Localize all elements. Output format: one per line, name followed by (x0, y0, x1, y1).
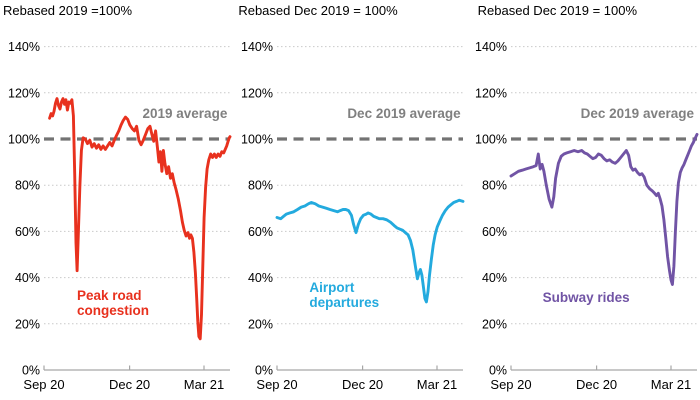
x-tick-label: Mar 21 (650, 377, 690, 392)
x-tick-label: Dec 20 (109, 377, 150, 392)
y-tick-label: 140% (475, 40, 507, 54)
series-label-line: Peak road (77, 288, 142, 303)
line-chart: Rebased Dec 2019 = 100% 0% 20% 40% 60% 80% 10… (467, 0, 700, 400)
y-tick-label: 40% (482, 271, 507, 285)
x-tick-label: Sep 20 (490, 377, 531, 392)
series-label-line: Airport (309, 280, 355, 295)
y-tick-label: 80% (482, 179, 507, 193)
x-tick-label: Sep 20 (257, 377, 298, 392)
y-tick-label: 60% (482, 225, 507, 239)
x-tick-label: Dec 20 (576, 377, 617, 392)
y-tick-label: 100% (241, 133, 273, 147)
line-chart: Rebased Dec 2019 = 100% 0% 20% 40% 60% 80% 10… (233, 0, 466, 400)
y-tick-label: 140% (241, 40, 273, 54)
y-tick-label: 80% (248, 179, 273, 193)
chart-plot: 0% 20% 40% 60% 80% 100% 120% 140% Sep 20 Dec 20 Ma… (241, 40, 465, 392)
y-tick-label: 20% (15, 317, 40, 331)
x-tick-label: Dec 20 (342, 377, 383, 392)
y-tick-label: 140% (8, 40, 40, 54)
average-annotation: Dec 2019 average (347, 106, 461, 121)
series-line (275, 198, 465, 304)
y-tick-label: 40% (248, 271, 273, 285)
x-tick-label: Mar 21 (184, 377, 224, 392)
chart-title: Rebased Dec 2019 = 100% (477, 3, 638, 18)
series-line (509, 132, 699, 286)
chart-plot: 0% 20% 40% 60% 80% 100% 120% 140% Sep 20 Dec 20 Ma… (475, 40, 699, 392)
y-tick-label: 0% (489, 363, 507, 377)
y-tick-label: 100% (8, 133, 40, 147)
y-tick-label: 0% (22, 363, 40, 377)
y-tick-label: 0% (255, 363, 273, 377)
y-tick-label: 20% (248, 317, 273, 331)
x-tick-label: Mar 21 (417, 377, 457, 392)
y-tick-label: 60% (15, 225, 40, 239)
line-chart: Rebased 2019 =100% 0% 20% 40% 60% 80% 100% 120… (0, 0, 233, 400)
series-label: Subway rides (543, 290, 630, 305)
average-annotation: 2019 average (142, 106, 228, 121)
series-label-line: Subway rides (542, 290, 630, 305)
y-tick-label: 20% (482, 317, 507, 331)
series-label-line: departures (309, 295, 380, 310)
y-tick-label: 120% (475, 86, 507, 100)
series-label: Peak road congestion (77, 288, 149, 318)
chart-title: Rebased 2019 =100% (3, 3, 133, 18)
y-tick-label: 120% (8, 86, 40, 100)
x-tick-label: Sep 20 (23, 377, 64, 392)
y-tick-label: 80% (15, 179, 40, 193)
y-tick-label: 120% (241, 86, 273, 100)
chart-plot: 0% 20% 40% 60% 80% 100% 120% 140% Sep 20 Dec 20 Ma… (8, 40, 232, 392)
average-annotation: Dec 2019 average (580, 106, 694, 121)
series-line (48, 97, 232, 341)
y-tick-label: 60% (248, 225, 273, 239)
y-tick-label: 100% (475, 133, 507, 147)
series-label: Airport departures (309, 280, 379, 310)
chart-title: Rebased Dec 2019 = 100% (238, 3, 398, 18)
series-label-line: congestion (77, 303, 150, 318)
y-tick-label: 40% (15, 271, 40, 285)
